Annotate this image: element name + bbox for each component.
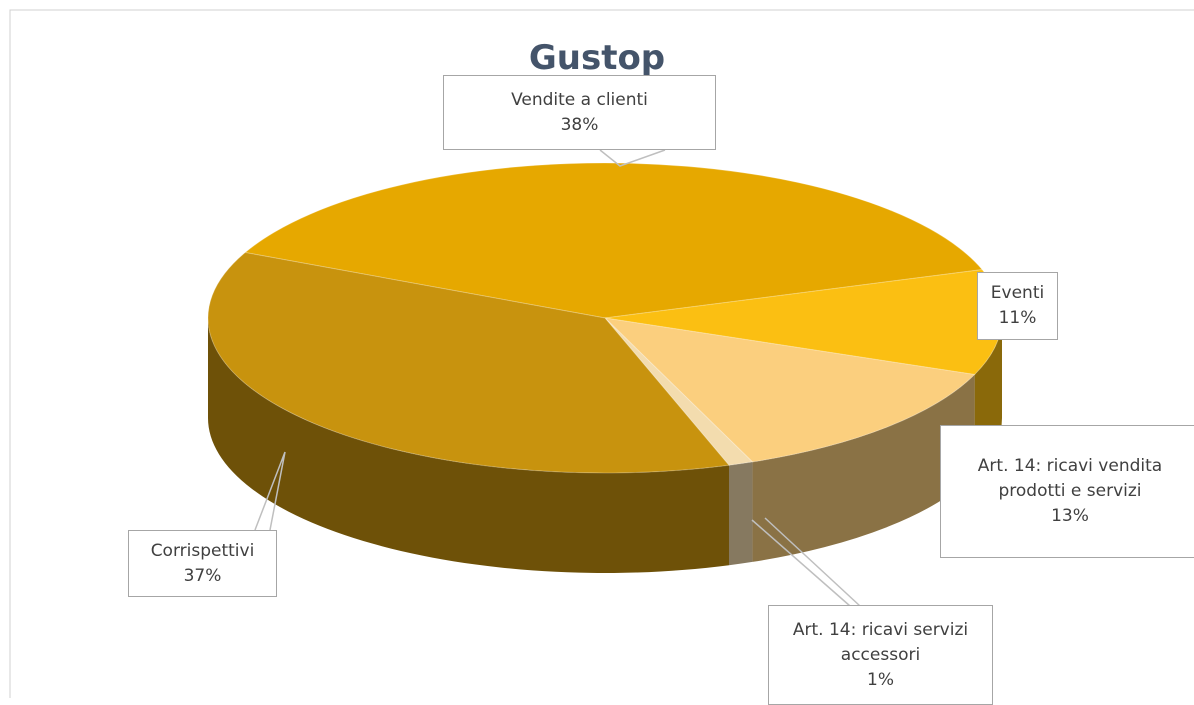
leader-line — [254, 451, 286, 531]
category-label: Art. 14: ricavi vendita prodotti e servi… — [977, 456, 1163, 501]
category-label: Vendite a clienti — [511, 89, 648, 110]
leader-lines — [254, 149, 861, 607]
slice-side — [208, 318, 729, 573]
category-label: Corrispettivi — [150, 540, 255, 561]
chart-title: Gustop — [528, 38, 666, 78]
pie — [207, 162, 1003, 573]
value-label: 13% — [1051, 506, 1089, 526]
slice — [603, 317, 976, 463]
data-label: Art. 14: ricavi servizi accessori 1% — [768, 605, 993, 705]
value-label: 37% — [183, 565, 222, 586]
slice — [207, 251, 730, 474]
data-label: Eventi 11% — [977, 272, 1058, 340]
value-label: 38% — [560, 114, 599, 135]
data-label: Vendite a clienti 38% — [443, 75, 716, 150]
leader-line — [764, 517, 861, 607]
value-label: 1% — [867, 669, 894, 690]
data-label: Corrispettivi 37% — [128, 530, 277, 597]
slice-side — [752, 374, 975, 562]
leader-line — [599, 149, 666, 167]
category-label: Art. 14: ricavi servizi accessori — [792, 619, 969, 665]
category-label: Eventi — [990, 283, 1045, 303]
chart-frame — [9, 9, 1194, 698]
slice-side — [728, 461, 753, 566]
value-label: 11% — [998, 308, 1037, 328]
leader-line — [751, 519, 851, 607]
data-label: Art. 14: ricavi vendita prodotti e servi… — [940, 425, 1194, 558]
slice — [604, 317, 754, 466]
